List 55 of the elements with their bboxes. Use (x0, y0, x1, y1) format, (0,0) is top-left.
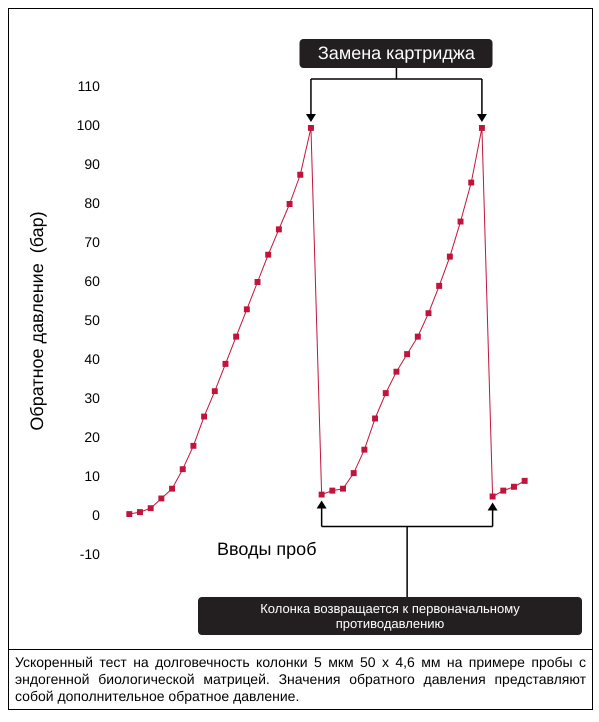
point (404, 351, 410, 358)
point (468, 180, 474, 186)
y-tick-label: 100 (76, 116, 100, 133)
text: Колонка возвращается к первоначальному противодавлению (198, 597, 582, 635)
point (436, 282, 442, 289)
point (190, 442, 196, 449)
point (169, 486, 176, 492)
point (340, 486, 346, 492)
y-tick-label: 10 (84, 468, 100, 484)
point (458, 218, 464, 225)
point (201, 414, 208, 420)
y-tick-label: 70 (84, 234, 100, 250)
point (478, 124, 485, 131)
point (286, 201, 293, 207)
text: Ускоренный тест на долговечность колонки 5 мкм 50 x 4,6 мм на примере пробы с эндогенной биологической матрицей. Значения обратного давления представляют собой дополнительное обратное давление. (9, 649, 592, 709)
y-tick-label: 110 (78, 78, 100, 94)
y-tick-label: 30 (84, 390, 100, 406)
y-tick-label: 0 (92, 506, 100, 523)
point (126, 511, 132, 518)
point (254, 279, 260, 285)
point (233, 334, 240, 340)
y-tick-label: 80 (84, 194, 100, 211)
y-tick-label: 60 (84, 272, 100, 289)
point (350, 470, 357, 476)
point (222, 360, 228, 367)
point (180, 466, 186, 472)
point (158, 495, 164, 502)
point (510, 484, 517, 490)
y-tick-label: 90 (84, 156, 100, 172)
y-tick-label: -10 (80, 546, 100, 562)
point (308, 124, 314, 131)
point (426, 310, 432, 316)
annotation: Вводы проб (217, 538, 317, 560)
y-tick-label: 50 (84, 312, 100, 328)
y-tick-label: 40 (84, 350, 100, 367)
point (265, 252, 272, 258)
point (212, 388, 218, 394)
text: Замена картриджа (300, 39, 493, 68)
point (137, 509, 143, 516)
point (393, 368, 400, 375)
point (490, 494, 496, 500)
point (244, 306, 250, 312)
point (361, 446, 368, 453)
point (148, 505, 154, 512)
point (500, 488, 506, 494)
y-axis-title: Обратное давление (бар) (26, 211, 47, 431)
point (414, 334, 421, 340)
point (372, 416, 378, 422)
point (318, 492, 325, 498)
y-tick-label: 20 (84, 428, 100, 445)
point (382, 390, 389, 396)
point (276, 226, 282, 232)
point (446, 254, 453, 260)
point (329, 488, 336, 494)
point (522, 478, 528, 484)
